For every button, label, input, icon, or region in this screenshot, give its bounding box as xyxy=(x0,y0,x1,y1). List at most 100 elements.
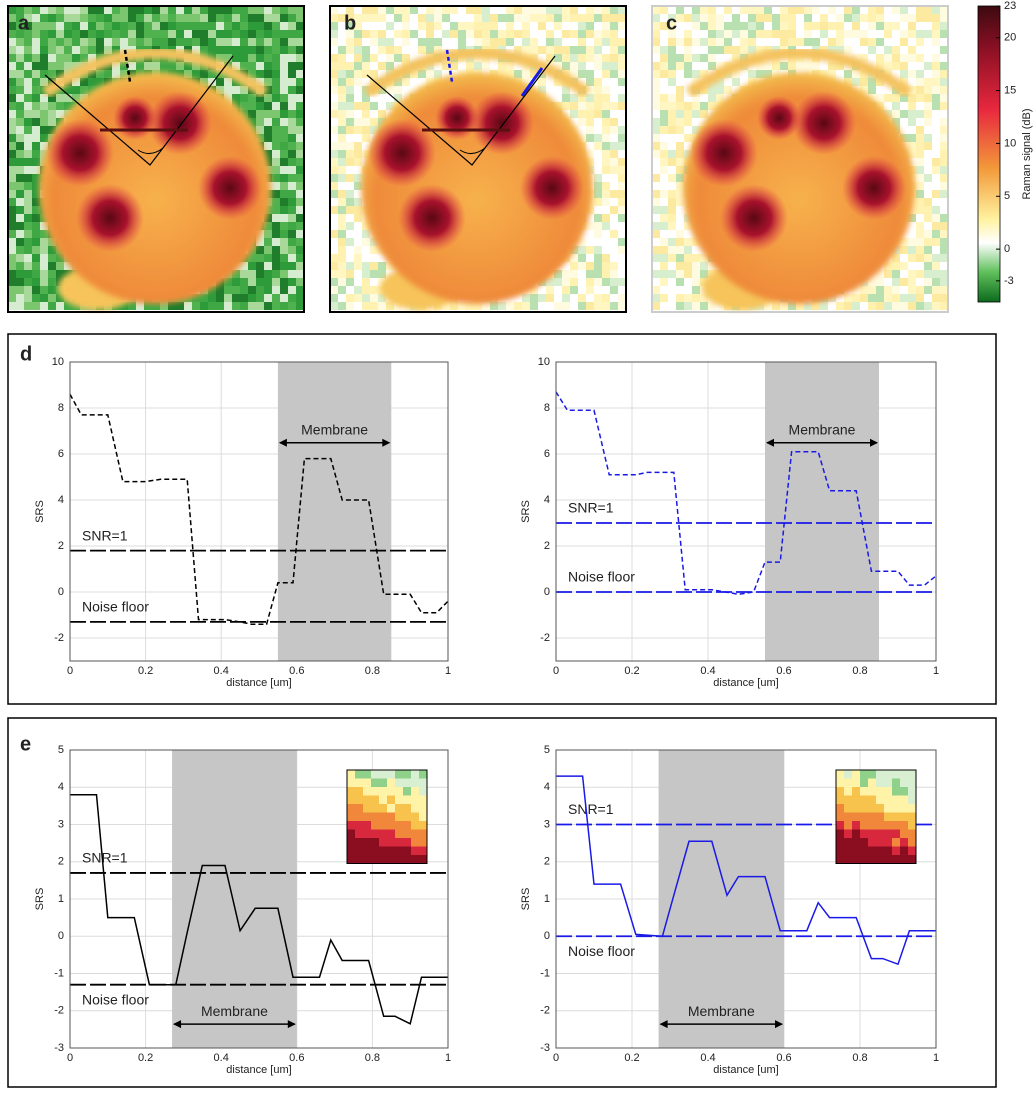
pixel xyxy=(700,262,708,270)
pixel xyxy=(586,70,594,78)
pixel xyxy=(602,190,610,198)
pixel xyxy=(403,804,411,813)
pixel xyxy=(280,134,288,142)
pixel xyxy=(48,70,56,78)
pixel xyxy=(724,22,732,30)
pixel xyxy=(932,174,940,182)
pixel xyxy=(660,182,668,190)
pixel xyxy=(594,182,602,190)
pixel xyxy=(88,78,96,86)
pixel xyxy=(411,847,419,856)
pixel xyxy=(554,22,562,30)
pixel xyxy=(272,198,280,206)
pixel xyxy=(660,278,668,286)
pixel xyxy=(522,38,530,46)
pixel xyxy=(411,838,419,847)
pixel xyxy=(411,813,419,822)
pixel xyxy=(184,30,192,38)
pixel xyxy=(160,30,168,38)
pixel xyxy=(280,142,288,150)
pixel xyxy=(868,30,876,38)
organelle xyxy=(757,96,801,140)
pixel xyxy=(932,118,940,126)
pixel xyxy=(836,847,844,856)
pixel xyxy=(208,30,216,38)
pixel xyxy=(419,770,427,779)
pixel xyxy=(296,262,304,270)
pixel xyxy=(610,14,618,22)
pixel xyxy=(860,38,868,46)
pixel xyxy=(296,102,304,110)
pixel xyxy=(692,62,700,70)
pixel xyxy=(602,230,610,238)
organelle xyxy=(520,156,584,220)
pixel xyxy=(676,70,684,78)
pixel xyxy=(860,294,868,302)
pixel xyxy=(418,22,426,30)
pixel xyxy=(668,182,676,190)
pixel xyxy=(652,54,660,62)
pixel xyxy=(652,6,660,14)
pixel xyxy=(610,230,618,238)
pixel xyxy=(594,150,602,158)
pixel xyxy=(72,38,80,46)
pixel xyxy=(354,270,362,278)
pixel xyxy=(594,206,602,214)
pixel xyxy=(458,38,466,46)
pixel xyxy=(346,222,354,230)
pixel xyxy=(16,54,24,62)
pixel xyxy=(160,6,168,14)
pixel xyxy=(272,174,280,182)
pixel xyxy=(924,102,932,110)
pixel xyxy=(280,46,288,54)
pixel xyxy=(852,787,860,796)
pixel xyxy=(296,70,304,78)
pixel xyxy=(96,22,104,30)
pixel xyxy=(652,30,660,38)
pixel xyxy=(700,302,708,310)
pixel xyxy=(256,126,264,134)
pixel xyxy=(16,214,24,222)
pixel xyxy=(8,86,16,94)
pixel xyxy=(256,62,264,70)
pixel xyxy=(160,22,168,30)
pixel xyxy=(700,22,708,30)
pixel xyxy=(442,22,450,30)
pixel xyxy=(403,855,411,864)
pixel xyxy=(916,238,924,246)
panel-label: b xyxy=(344,12,356,34)
pixel xyxy=(354,294,362,302)
pixel xyxy=(346,70,354,78)
pixel xyxy=(264,102,272,110)
pixel xyxy=(652,174,660,182)
pixel xyxy=(498,38,506,46)
colorbar-label: Raman signal (dB) xyxy=(1021,108,1033,199)
pixel xyxy=(498,30,506,38)
y-tick-label: 2 xyxy=(544,540,550,552)
pixel xyxy=(884,22,892,30)
pixel xyxy=(288,6,296,14)
pixel xyxy=(788,30,796,38)
y-tick-label: 3 xyxy=(544,818,550,830)
pixel xyxy=(387,821,395,830)
pixel xyxy=(908,6,916,14)
x-tick-label: 0.2 xyxy=(138,1052,153,1064)
pixel xyxy=(272,158,280,166)
pixel xyxy=(272,110,280,118)
pixel xyxy=(330,126,338,134)
pixel xyxy=(932,158,940,166)
pixel xyxy=(708,94,716,102)
pixel xyxy=(330,134,338,142)
pixel xyxy=(852,78,860,86)
pixel xyxy=(868,14,876,22)
pixel xyxy=(200,30,208,38)
pixel xyxy=(618,158,626,166)
pixel xyxy=(386,38,394,46)
pixel xyxy=(554,14,562,22)
pixel xyxy=(330,86,338,94)
pixel xyxy=(852,22,860,30)
pixel xyxy=(684,62,692,70)
pixel xyxy=(8,294,16,302)
pixel xyxy=(112,70,120,78)
pixel xyxy=(610,238,618,246)
